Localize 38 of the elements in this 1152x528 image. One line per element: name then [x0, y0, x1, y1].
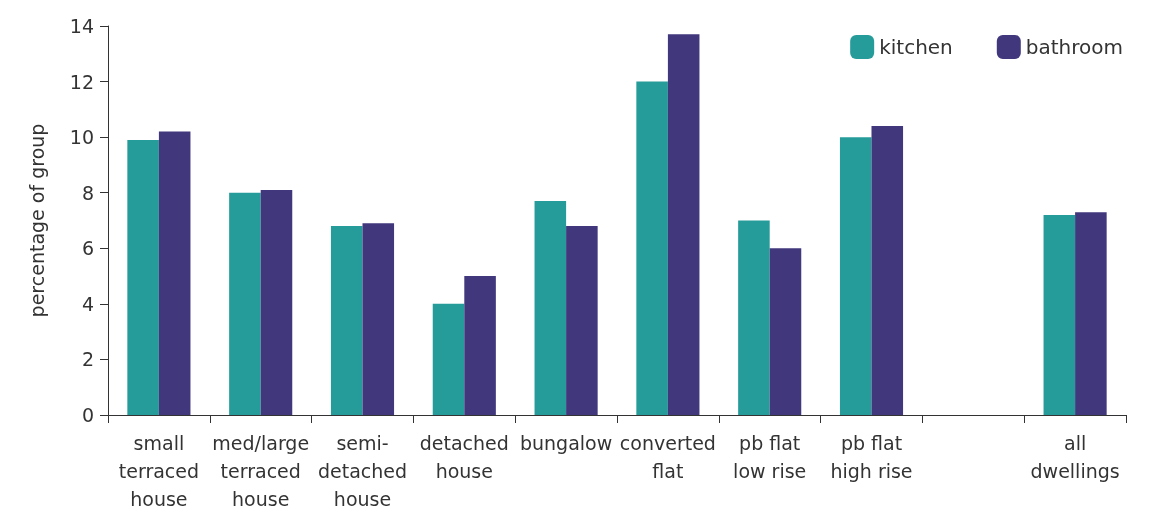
y-tick-label: 0 — [81, 404, 94, 426]
legend-label: kitchen — [879, 35, 953, 59]
y-tick-label: 6 — [81, 237, 94, 260]
bar — [362, 223, 395, 415]
x-tick-label: converted flat — [619, 432, 716, 482]
x-tick-label: detached house — [419, 432, 509, 482]
bar — [636, 81, 668, 415]
bar — [534, 201, 567, 415]
x-tick-label: pb flat high rise — [830, 432, 913, 482]
x-tick-label: bungalow — [519, 432, 613, 454]
y-tick-label: 4 — [81, 292, 94, 315]
y-tick-label: 14 — [69, 15, 94, 37]
y-tick-label: 10 — [69, 126, 94, 149]
x-tick-label: med/large terraced house — [212, 432, 310, 510]
bar — [839, 137, 872, 415]
bar — [566, 226, 598, 415]
bar — [127, 139, 159, 415]
x-tick-label: semi-detached house — [317, 432, 408, 510]
bar — [769, 248, 802, 415]
bar — [330, 226, 363, 415]
x-tick-label: all dwellings — [1030, 432, 1120, 482]
bar — [1043, 214, 1076, 415]
y-tick-label: 12 — [69, 70, 94, 93]
y-tick-label: 8 — [81, 181, 94, 204]
bar — [260, 189, 293, 415]
bar — [1075, 212, 1107, 415]
y-axis-title: percentage of group — [25, 123, 48, 318]
bar — [432, 303, 465, 415]
bar — [158, 131, 191, 415]
x-tick-label: pb flat low rise — [733, 432, 807, 482]
bar — [464, 276, 496, 415]
bar — [229, 192, 261, 415]
bar — [738, 220, 770, 415]
bar — [667, 34, 700, 415]
y-tick-label: 2 — [81, 348, 94, 371]
bar — [871, 126, 904, 415]
legend-label: bathroom — [1025, 35, 1124, 59]
x-tick-label: small terraced house — [118, 432, 200, 510]
